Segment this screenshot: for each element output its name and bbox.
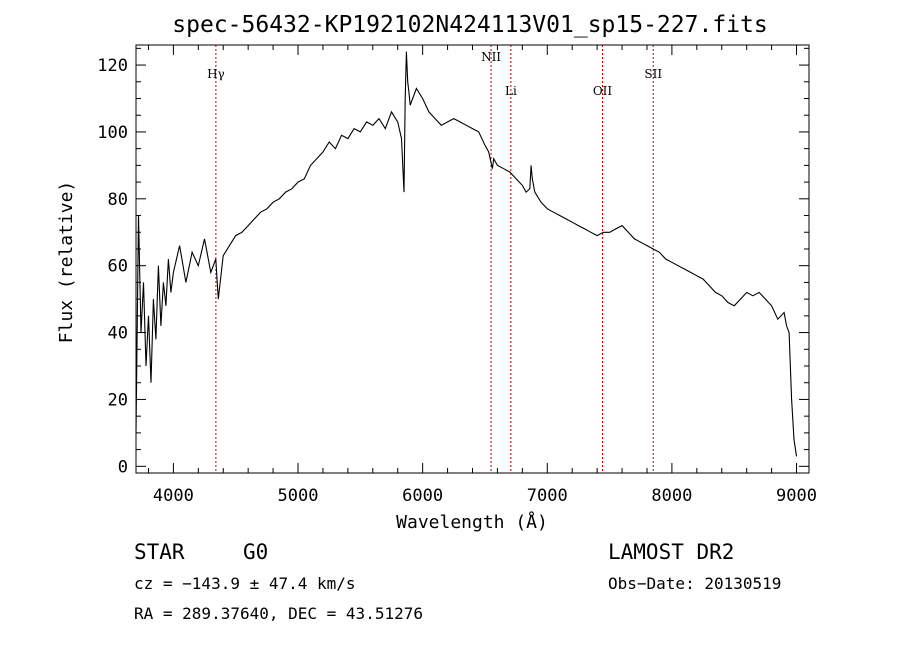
object-class: STAR xyxy=(134,540,185,564)
x-tick-label: 8000 xyxy=(651,486,692,506)
x-tick-label: 7000 xyxy=(527,486,568,506)
spectral-line-label: OII xyxy=(593,84,613,98)
y-axis-label: Flux (relative) xyxy=(56,181,77,344)
y-tick-label: 60 xyxy=(108,257,128,277)
spectral-line-label: NII xyxy=(481,50,501,64)
survey-label: LAMOST DR2 xyxy=(608,540,734,564)
x-tick-label: 4000 xyxy=(153,486,194,506)
x-tick-label: 6000 xyxy=(402,486,443,506)
y-tick-label: 0 xyxy=(118,457,128,477)
object-subclass: G0 xyxy=(243,540,268,564)
y-tick-label: 80 xyxy=(108,190,128,210)
spectral-line-label: SII xyxy=(644,67,662,81)
observation-date: Obs−Date: 20130519 xyxy=(608,574,781,593)
redshift-cz: cz = −143.9 ± 47.4 km/s xyxy=(134,574,356,593)
y-tick-label: 40 xyxy=(108,324,128,344)
x-tick-label: 9000 xyxy=(776,486,817,506)
x-axis-label: Wavelength (Å) xyxy=(396,511,548,533)
x-tick-label: 5000 xyxy=(278,486,319,506)
spectral-line-label: Hγ xyxy=(207,67,225,81)
y-tick-label: 120 xyxy=(97,56,128,76)
spectral-line-label: Li xyxy=(505,84,517,98)
spectral-line-markers: Hγ NII Li OII SII xyxy=(207,45,662,473)
plot-frame xyxy=(135,44,810,474)
coordinates: RA = 289.37640, DEC = 43.51276 xyxy=(134,604,423,623)
axis-ticks: 4000 5000 6000 7000 8000 9000 0 20 40 60 80 100 120 xyxy=(97,45,817,506)
spectrum-line xyxy=(135,51,798,457)
chart-title: spec-56432-KP192102N424113V01_sp15-227.f… xyxy=(172,12,767,38)
y-tick-label: 20 xyxy=(108,390,128,410)
y-tick-label: 100 xyxy=(97,123,128,143)
